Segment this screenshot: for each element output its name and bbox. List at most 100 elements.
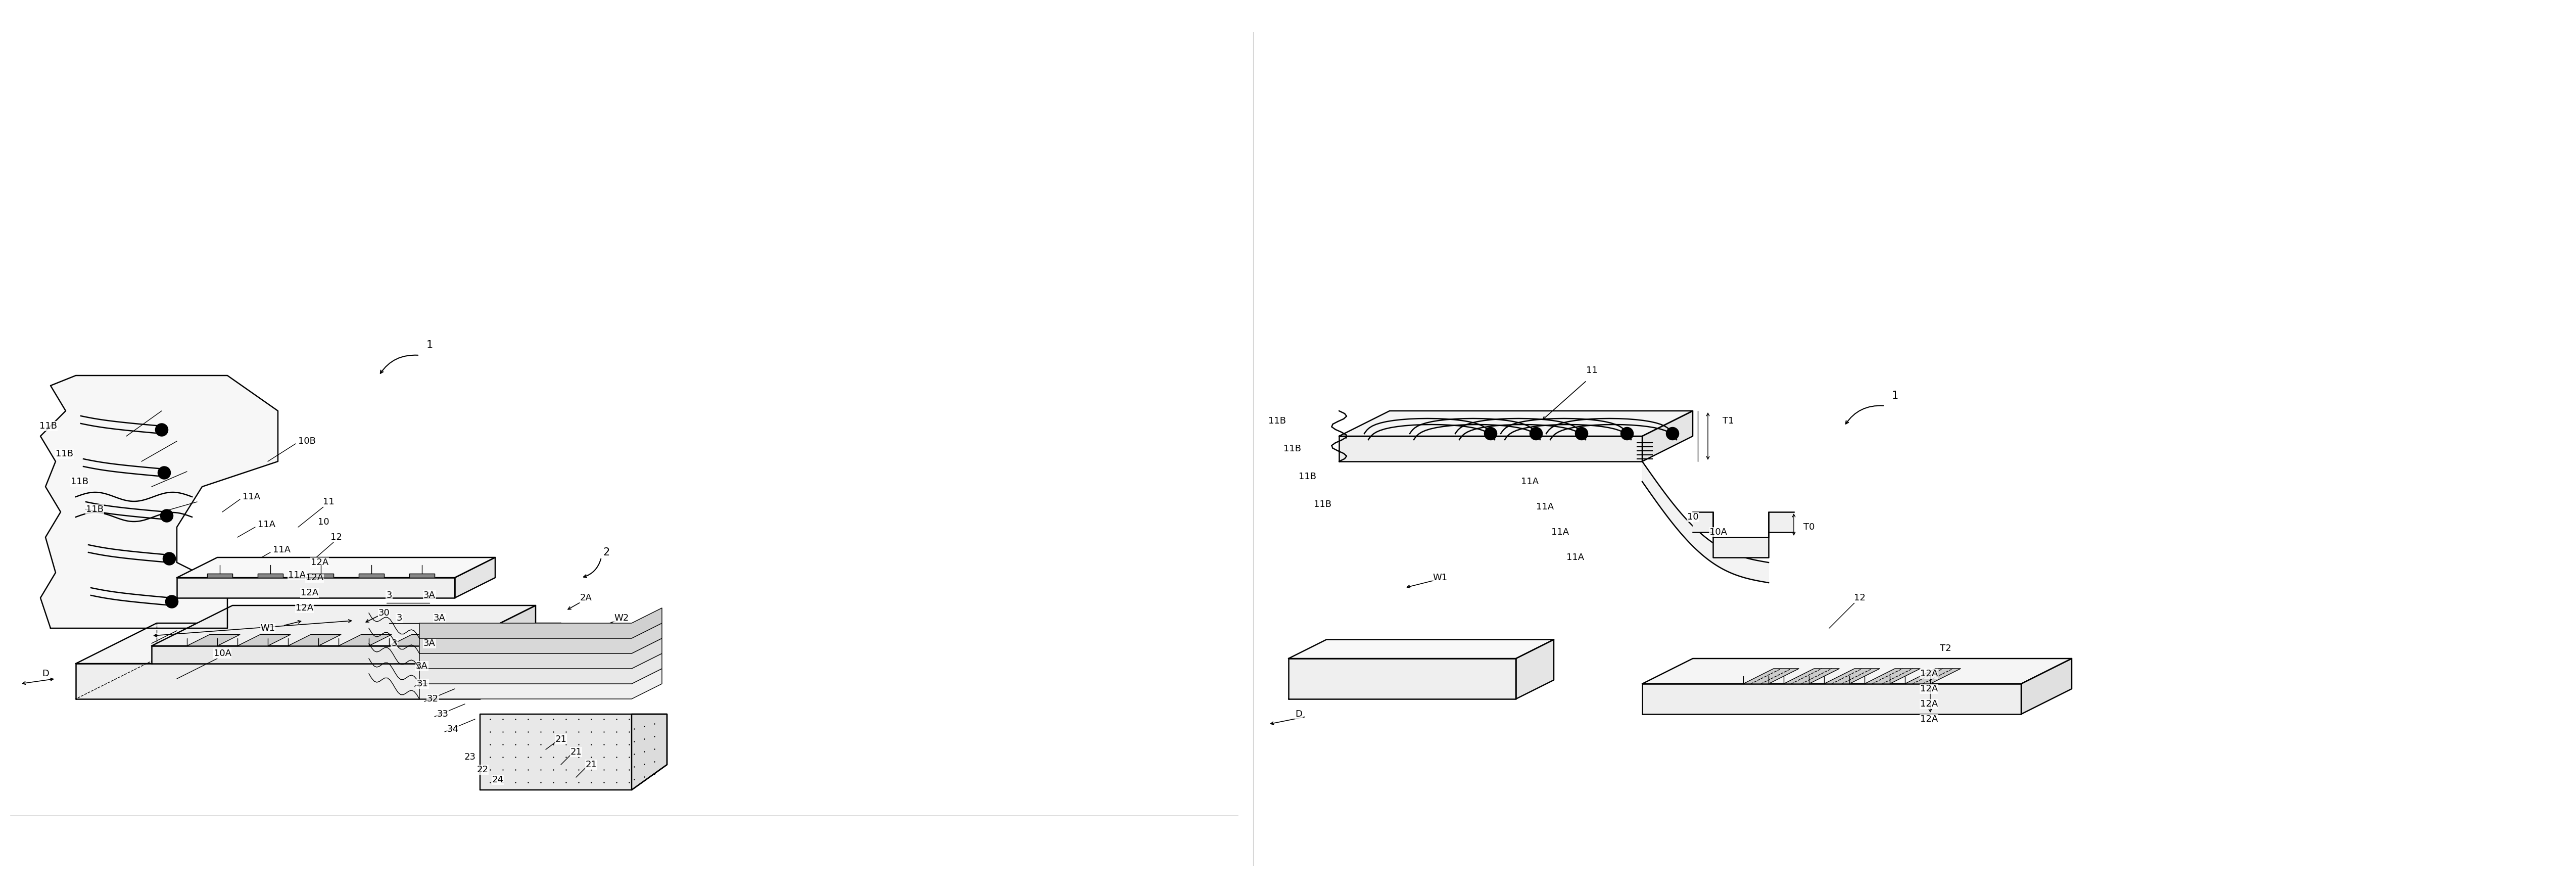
Text: 10: 10 xyxy=(1687,512,1698,521)
Text: 10A: 10A xyxy=(1708,527,1726,536)
Text: 33: 33 xyxy=(438,709,448,719)
Circle shape xyxy=(1579,430,1584,437)
Polygon shape xyxy=(1824,668,1880,683)
Text: 11B: 11B xyxy=(39,421,57,430)
Text: 12A: 12A xyxy=(312,558,330,567)
Polygon shape xyxy=(420,638,662,668)
Polygon shape xyxy=(420,653,662,683)
Polygon shape xyxy=(420,608,662,638)
Text: 21: 21 xyxy=(569,748,582,756)
Circle shape xyxy=(1577,428,1587,439)
Text: 11A: 11A xyxy=(258,520,276,529)
Polygon shape xyxy=(1288,640,1553,658)
Polygon shape xyxy=(420,623,662,653)
Polygon shape xyxy=(152,646,456,664)
Text: 3: 3 xyxy=(392,639,397,648)
Polygon shape xyxy=(237,634,291,646)
Text: D: D xyxy=(1296,709,1301,719)
Text: 10: 10 xyxy=(317,518,330,527)
Circle shape xyxy=(162,470,167,476)
Polygon shape xyxy=(1643,658,2071,683)
Polygon shape xyxy=(1643,683,2022,714)
Text: 21: 21 xyxy=(554,735,567,744)
Text: 21: 21 xyxy=(585,760,598,769)
Text: 11B: 11B xyxy=(1267,416,1285,426)
Text: 24: 24 xyxy=(492,775,502,784)
Text: T1: T1 xyxy=(1723,416,1734,426)
Polygon shape xyxy=(2022,658,2071,714)
Polygon shape xyxy=(1515,640,1553,699)
Text: 2: 2 xyxy=(603,547,611,558)
Polygon shape xyxy=(479,714,667,790)
Polygon shape xyxy=(178,577,456,598)
Circle shape xyxy=(160,510,173,522)
Circle shape xyxy=(157,467,170,478)
Text: 1: 1 xyxy=(425,340,433,350)
Circle shape xyxy=(1623,430,1631,437)
Circle shape xyxy=(1533,430,1538,437)
Text: 11: 11 xyxy=(1587,366,1597,375)
Polygon shape xyxy=(188,634,240,646)
Polygon shape xyxy=(420,668,662,699)
Text: 31: 31 xyxy=(417,679,428,689)
Polygon shape xyxy=(1288,658,1515,699)
Circle shape xyxy=(1669,430,1674,437)
Polygon shape xyxy=(337,634,392,646)
Text: 12A: 12A xyxy=(296,603,314,612)
Circle shape xyxy=(165,595,178,608)
Circle shape xyxy=(165,512,170,519)
Text: 12: 12 xyxy=(1855,593,1865,602)
Polygon shape xyxy=(309,574,332,577)
Text: W2: W2 xyxy=(613,614,629,623)
Text: 12A: 12A xyxy=(1919,684,1937,693)
Polygon shape xyxy=(75,623,562,664)
Text: 11B: 11B xyxy=(70,477,88,486)
Text: 34: 34 xyxy=(448,724,459,734)
Text: 11A: 11A xyxy=(1520,477,1538,486)
Text: 11B: 11B xyxy=(1283,445,1301,454)
Text: 30: 30 xyxy=(379,609,389,617)
Text: 1: 1 xyxy=(1891,390,1899,401)
Circle shape xyxy=(160,427,165,433)
Text: 11B: 11B xyxy=(1314,500,1332,509)
Text: 12A: 12A xyxy=(307,573,325,582)
Text: 12A: 12A xyxy=(301,588,319,597)
Polygon shape xyxy=(152,606,536,646)
Text: 3: 3 xyxy=(397,614,402,623)
Circle shape xyxy=(1484,428,1497,439)
Text: 11B: 11B xyxy=(85,505,103,514)
Polygon shape xyxy=(410,574,435,577)
Polygon shape xyxy=(631,714,667,790)
Text: 12A: 12A xyxy=(1919,669,1937,678)
Text: 12A: 12A xyxy=(1919,699,1937,708)
Text: 23: 23 xyxy=(464,753,477,762)
Text: 11: 11 xyxy=(322,497,335,506)
Circle shape xyxy=(170,599,175,605)
Polygon shape xyxy=(178,558,495,577)
Polygon shape xyxy=(456,558,495,598)
Text: 3: 3 xyxy=(386,591,392,600)
Text: T2: T2 xyxy=(1940,644,1950,653)
Polygon shape xyxy=(456,606,536,664)
Text: D: D xyxy=(41,669,49,678)
Circle shape xyxy=(155,424,167,436)
Polygon shape xyxy=(1865,668,1919,683)
Polygon shape xyxy=(1744,668,1798,683)
Polygon shape xyxy=(289,634,340,646)
Text: 11A: 11A xyxy=(1535,503,1553,511)
Text: 10B: 10B xyxy=(299,437,317,446)
Circle shape xyxy=(167,556,173,561)
Polygon shape xyxy=(75,664,479,699)
Text: 3A: 3A xyxy=(433,614,446,623)
Text: 11B: 11B xyxy=(57,449,72,458)
Polygon shape xyxy=(389,634,443,646)
Polygon shape xyxy=(1340,437,1643,462)
Polygon shape xyxy=(358,574,384,577)
Text: 11A: 11A xyxy=(242,492,260,502)
Text: 3A: 3A xyxy=(415,661,428,671)
Polygon shape xyxy=(206,574,232,577)
Text: 12: 12 xyxy=(330,533,343,542)
Polygon shape xyxy=(41,375,278,628)
Text: 11A: 11A xyxy=(1566,553,1584,562)
Text: T0: T0 xyxy=(1803,523,1814,532)
